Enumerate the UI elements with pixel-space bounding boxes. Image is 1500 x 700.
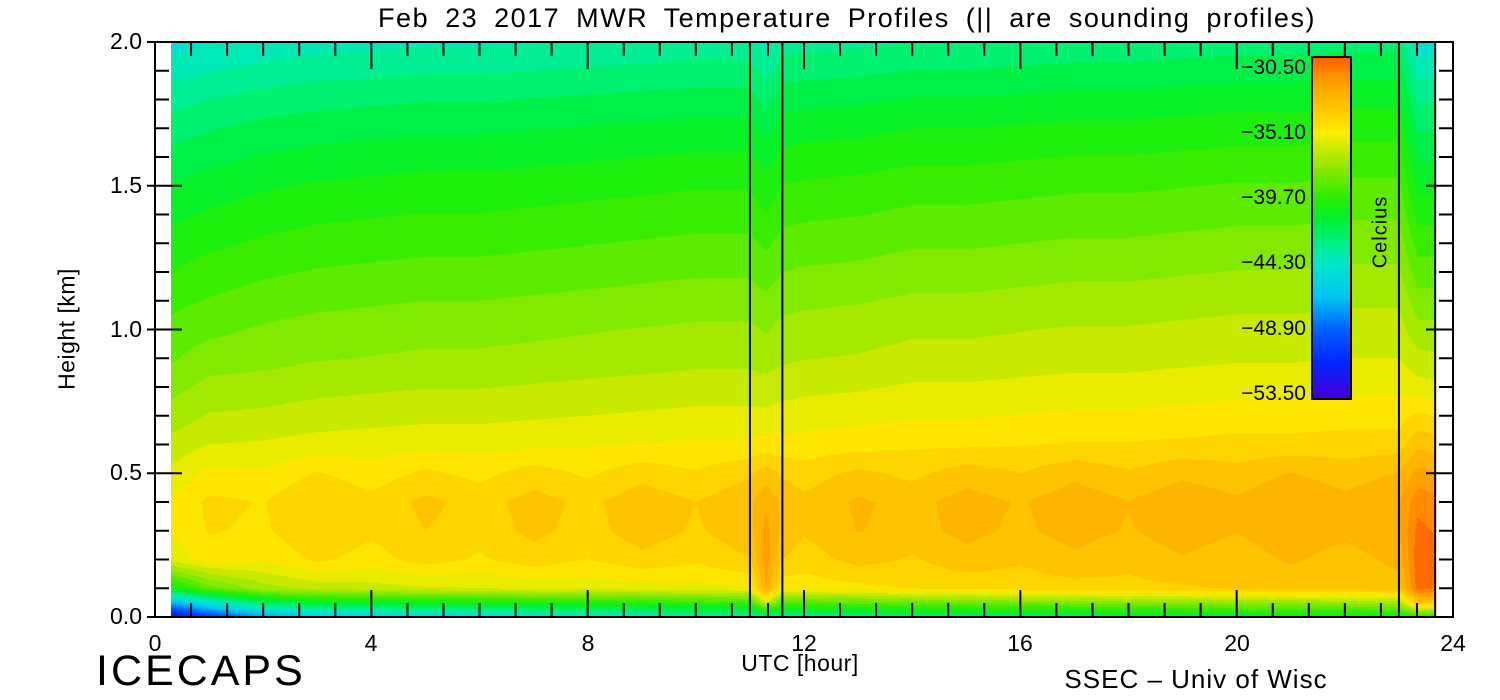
x-tick-label: 24 [1440,630,1466,656]
branding-icecaps: ICECAPS [96,647,306,695]
y-tick-label: 1.0 [110,316,142,342]
x-tick-label: 8 [581,630,595,656]
y-tick-label: 0.5 [110,459,142,485]
colorbar-tick-label: −53.50 [1241,381,1306,405]
colorbar [1313,58,1350,398]
y-axis-title: Height [km] [53,268,80,390]
branding-ssec: SSEC – Univ of Wisc [1064,664,1328,694]
colorbar-tick-label: −39.70 [1241,186,1306,210]
colorbar-tick-label: −48.90 [1241,316,1306,340]
x-tick-label: 16 [1007,630,1033,656]
x-tick-label: 0 [148,630,162,656]
x-tick-label: 20 [1224,630,1250,656]
colorbar-tick-label: −35.10 [1241,121,1306,145]
x-axis-title: UTC [hour] [741,650,859,676]
y-tick-label: 2.0 [110,28,142,54]
colorbar-tick-label: −44.30 [1241,251,1306,275]
chart-title: Feb 23 2017 MWR Temperature Profiles (||… [378,3,1316,33]
y-tick-label: 1.5 [110,172,142,198]
x-tick-label: 12 [791,630,817,656]
colorbar-title: Celcius [1369,195,1392,269]
colorbar-tick-label: −30.50 [1241,55,1306,79]
y-tick-label: 0.0 [110,603,142,629]
x-tick-label: 4 [364,630,378,656]
